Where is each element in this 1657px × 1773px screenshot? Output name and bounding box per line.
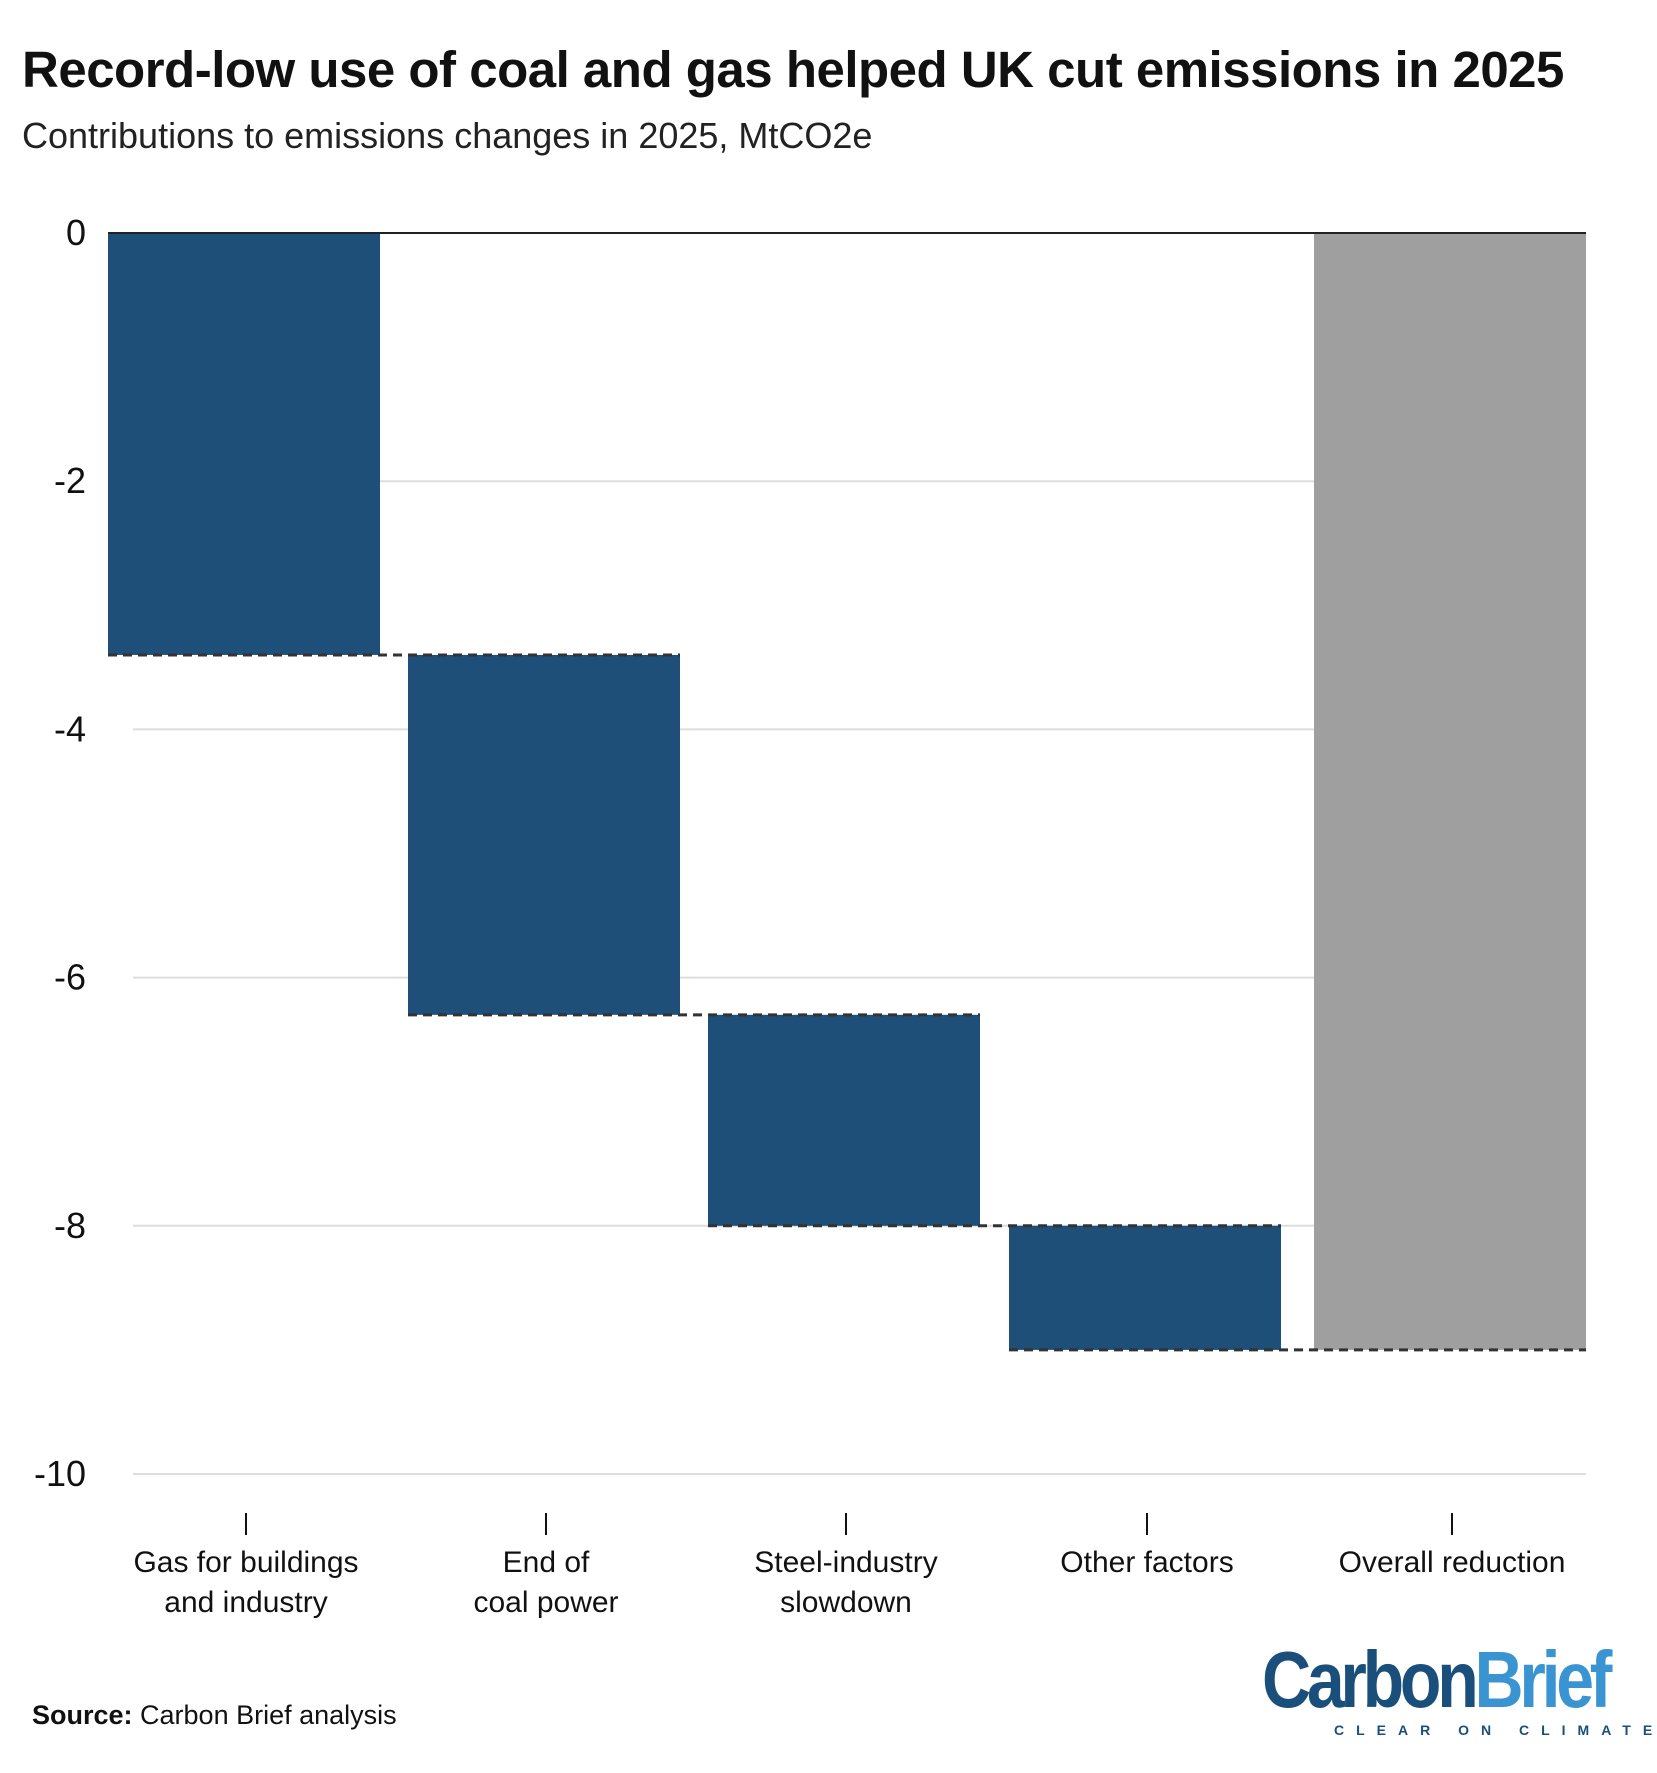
x-tick-label: Other factors xyxy=(1060,1546,1233,1579)
logo-part2: Brief xyxy=(1474,1635,1613,1724)
bar xyxy=(108,233,380,655)
y-tick-label: -6 xyxy=(54,957,86,998)
x-tick-label: slowdown xyxy=(780,1586,912,1619)
chart-subtitle: Contributions to emissions changes in 20… xyxy=(22,115,873,156)
y-tick-label: 0 xyxy=(66,212,86,253)
bar xyxy=(408,654,680,1015)
logo-tagline: CLEAR ON CLIMATE xyxy=(1334,1722,1657,1738)
x-tick-label: and industry xyxy=(164,1586,327,1619)
y-tick-label: -10 xyxy=(34,1453,86,1494)
x-tick-label: Steel-industry xyxy=(754,1546,937,1579)
source-note: Source: Carbon Brief analysis xyxy=(32,1700,397,1731)
waterfall-chart: 0 -2 -4 -6 -8 -10 Gas for buildings and industr… xyxy=(34,212,1586,1619)
source-text: Carbon Brief analysis xyxy=(132,1700,397,1730)
bar xyxy=(1314,233,1586,1350)
y-tick-label: -4 xyxy=(54,708,86,749)
bar xyxy=(708,1014,980,1226)
x-tick-label: Overall reduction xyxy=(1339,1546,1566,1579)
bar xyxy=(1009,1225,1281,1350)
x-tick-label: Gas for buildings xyxy=(133,1546,358,1579)
x-tick-label: coal power xyxy=(473,1586,618,1619)
carbon-brief-logo: CarbonBrief CLEAR ON CLIMATE xyxy=(1262,1640,1657,1740)
y-tick-label: -2 xyxy=(54,460,86,501)
x-tick-label: End of xyxy=(503,1546,590,1579)
source-label: Source: xyxy=(32,1700,133,1730)
logo-part1: Carbon xyxy=(1262,1635,1479,1724)
y-tick-label: -8 xyxy=(54,1205,86,1246)
chart-title: Record-low use of coal and gas helped UK… xyxy=(22,41,1564,98)
